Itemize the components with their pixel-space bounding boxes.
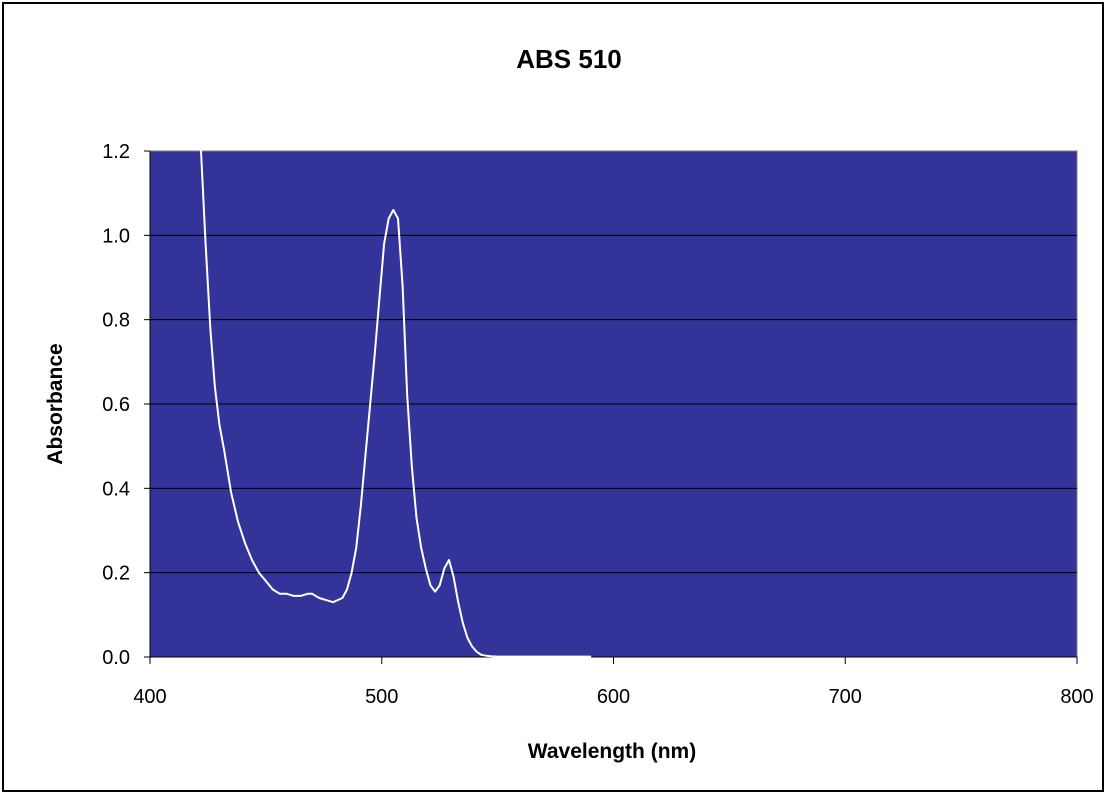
y-axis-ticks: 0.0 0.2 0.4 0.6 0.8 1.0 1.2 [102, 141, 150, 669]
y-tick-label: 0.2 [102, 563, 130, 585]
x-tick-label: 400 [133, 686, 166, 708]
y-tick-label: 0.6 [102, 394, 130, 416]
x-tick-label: 500 [365, 686, 398, 708]
x-axis-label: Wavelength (nm) [528, 740, 696, 763]
x-tick-label: 700 [829, 686, 862, 708]
x-tick-label: 600 [597, 686, 630, 708]
y-tick-label: 0.8 [102, 310, 130, 332]
y-tick-label: 1.0 [102, 225, 130, 247]
y-axis-label: Absorbance [44, 343, 67, 464]
y-tick-label: 0.4 [102, 478, 130, 500]
grid-lines [150, 234, 1077, 574]
x-axis-ticks: 400 500 600 700 800 [133, 657, 1094, 708]
y-tick-label: 1.2 [102, 141, 130, 163]
x-tick-label: 800 [1060, 686, 1093, 708]
chart-title: ABS 510 [516, 44, 622, 74]
y-tick-label: 0.0 [102, 647, 130, 669]
absorbance-series-line [200, 150, 592, 658]
